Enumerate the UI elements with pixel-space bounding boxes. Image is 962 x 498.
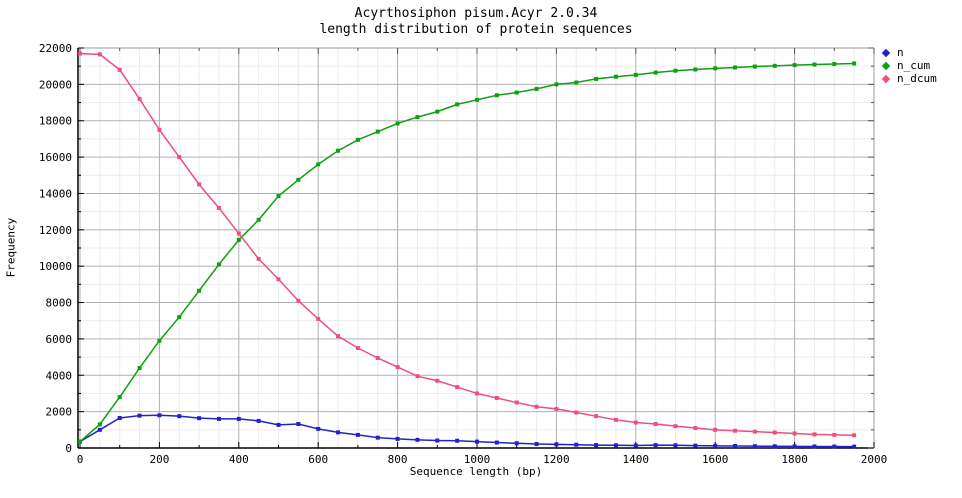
svg-text:600: 600: [308, 453, 328, 466]
legend-label-n-dcum: n_dcum: [897, 72, 937, 85]
x-axis-label: Sequence length (bp): [409, 465, 543, 478]
svg-text:2000: 2000: [861, 453, 888, 466]
legend-marker-n-cum-icon: [881, 61, 891, 70]
legend-row-n-cum: n_cum: [881, 59, 937, 72]
legend-row-n-dcum: n_dcum: [881, 72, 937, 85]
legend-label-n-cum: n_cum: [897, 59, 931, 72]
svg-text:1200: 1200: [543, 453, 570, 466]
svg-text:1400: 1400: [623, 453, 650, 466]
svg-text:22000: 22000: [39, 42, 72, 55]
svg-text:16000: 16000: [39, 151, 72, 164]
legend-row-n: n: [881, 46, 937, 59]
svg-text:20000: 20000: [39, 78, 72, 91]
svg-text:0: 0: [65, 442, 72, 455]
svg-text:14000: 14000: [39, 187, 72, 200]
svg-text:8000: 8000: [46, 297, 73, 310]
chart-title: Acyrthosiphon pisum.Acyr 2.0.34: [354, 6, 598, 21]
legend: n n_cum n_dcum: [881, 46, 937, 85]
svg-text:6000: 6000: [46, 333, 73, 346]
svg-text:4000: 4000: [46, 369, 73, 382]
chart-subtitle: length distribution of protein sequences: [319, 22, 633, 37]
legend-label-n: n: [897, 46, 904, 59]
svg-text:2000: 2000: [46, 406, 73, 419]
legend-marker-n-dcum-icon: [881, 74, 891, 83]
svg-text:18000: 18000: [39, 115, 72, 128]
legend-marker-n-icon: [881, 48, 891, 57]
svg-text:0: 0: [77, 453, 84, 466]
svg-text:12000: 12000: [39, 224, 72, 237]
svg-text:1000: 1000: [464, 453, 491, 466]
svg-text:1600: 1600: [702, 453, 729, 466]
svg-text:10000: 10000: [39, 260, 72, 273]
svg-text:200: 200: [149, 453, 169, 466]
svg-text:400: 400: [229, 453, 249, 466]
svg-text:1800: 1800: [781, 453, 808, 466]
svg-text:800: 800: [388, 453, 408, 466]
